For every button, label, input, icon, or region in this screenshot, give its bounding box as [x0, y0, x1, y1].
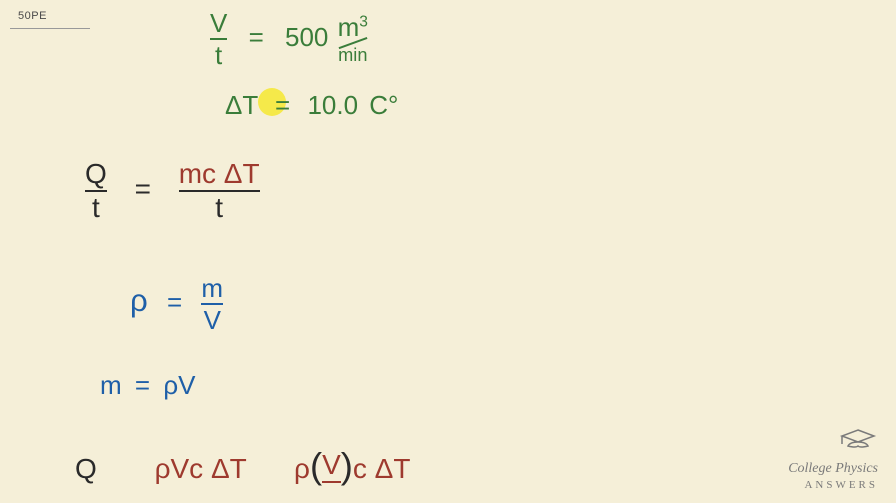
eq3-rhs-den: t	[215, 192, 223, 222]
graduation-cap-icon	[838, 428, 878, 457]
eq2-value: 10.0	[307, 90, 358, 120]
equation-delta-t: ΔT = 10.0 C°	[225, 90, 398, 121]
eq4-rhs-num: m	[201, 275, 223, 303]
eq3-rhs-num: mc ΔT	[179, 160, 260, 190]
eq5-rhs: ρV	[163, 370, 195, 400]
eq6-paren-num: V	[322, 451, 341, 481]
eq1-unit-num: m	[338, 12, 360, 42]
equation-flow-rate: V t = 500 m3 min	[210, 10, 368, 68]
eq1-equals: =	[249, 22, 264, 52]
eq5-lhs: m	[100, 370, 122, 400]
eq4-equals: =	[167, 287, 182, 317]
logo-text-sub: ANSWERS	[788, 479, 878, 491]
eq4-rhs-den: V	[204, 305, 221, 333]
equation-heat-rate: Q t = mc ΔT t	[85, 160, 260, 222]
eq6-rhs2-prefix: ρ	[294, 453, 310, 484]
eq2-lhs: ΔT	[225, 90, 258, 120]
label-underline	[10, 28, 90, 29]
eq2-equals: =	[275, 90, 290, 120]
logo-text-main: College Physics	[788, 461, 878, 477]
eq3-lhs-den: t	[92, 192, 100, 222]
eq3-equals: =	[135, 173, 151, 204]
eq5-equals: =	[135, 370, 150, 400]
eq4-lhs: ρ	[130, 283, 148, 318]
equation-density: ρ = m V	[130, 275, 223, 333]
equation-heat-expanded: Q ρVc ΔT ρ(V)c ΔT	[75, 445, 411, 491]
eq1-lhs-num: V	[210, 10, 227, 38]
eq3-lhs-num: Q	[85, 160, 107, 190]
equation-mass: m = ρV	[100, 370, 195, 401]
problem-number-label: 50PE	[18, 10, 47, 22]
eq6-lhs: Q	[75, 453, 97, 484]
eq2-unit: C°	[369, 90, 398, 120]
brand-logo: College Physics ANSWERS	[788, 428, 878, 491]
eq1-lhs-den: t	[215, 40, 222, 68]
eq1-exp: 3	[359, 13, 368, 30]
eq6-rhs2-suffix: c ΔT	[353, 453, 411, 484]
eq6-rhs1: ρVc ΔT	[155, 453, 247, 484]
eq1-value: 500	[285, 22, 328, 52]
